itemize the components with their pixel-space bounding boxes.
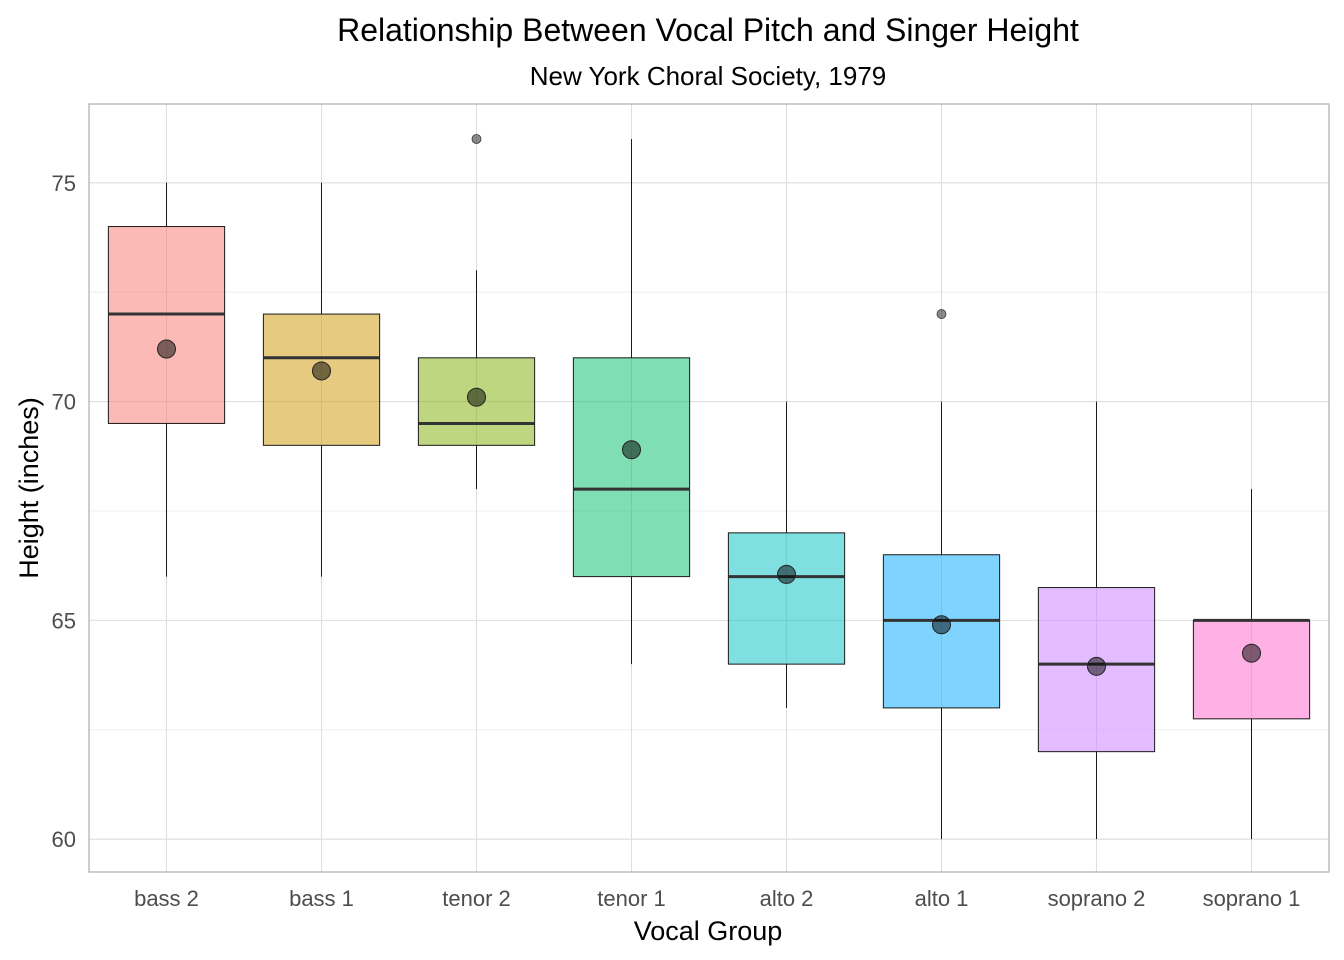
boxes-group bbox=[107, 134, 1311, 840]
x-axis-title: Vocal Group bbox=[634, 916, 783, 946]
y-axis-ticks: 60 65 70 75 bbox=[52, 171, 76, 852]
x-tick-label: bass 2 bbox=[134, 886, 199, 911]
box-alto-1 bbox=[882, 309, 1001, 840]
x-tick-label: alto 2 bbox=[760, 886, 814, 911]
box-soprano-1 bbox=[1192, 489, 1311, 840]
box-tenor-1 bbox=[572, 139, 691, 665]
mean-point bbox=[1087, 656, 1106, 676]
plot-panel-border bbox=[88, 103, 1330, 873]
mean-point bbox=[777, 564, 796, 584]
grid-lines bbox=[89, 104, 1329, 872]
box-tenor-2 bbox=[417, 134, 536, 490]
box-alto-2 bbox=[727, 401, 846, 708]
x-tick-label: tenor 2 bbox=[442, 886, 511, 911]
x-tick-label: soprano 2 bbox=[1048, 886, 1146, 911]
y-axis-title: Height (inches) bbox=[14, 397, 44, 579]
box-bass-1 bbox=[262, 182, 381, 577]
box-soprano-2 bbox=[1037, 401, 1156, 840]
x-tick-label: tenor 1 bbox=[597, 886, 666, 911]
mean-point bbox=[467, 387, 486, 407]
x-axis-ticks: bass 2 bass 1 tenor 2 tenor 1 alto 2 alto 1 so… bbox=[134, 886, 1300, 911]
x-tick-label: alto 1 bbox=[915, 886, 969, 911]
mean-point bbox=[622, 440, 641, 460]
mean-point bbox=[312, 361, 331, 381]
x-tick-label: bass 1 bbox=[289, 886, 354, 911]
chart-title: Relationship Between Vocal Pitch and Sin… bbox=[337, 12, 1079, 48]
outlier-point bbox=[471, 134, 482, 144]
chart-subtitle: New York Choral Society, 1979 bbox=[530, 61, 887, 91]
x-tick-label: soprano 1 bbox=[1203, 886, 1301, 911]
box-bass-2 bbox=[107, 182, 226, 577]
iqr-box bbox=[572, 357, 691, 578]
y-tick-label: 75 bbox=[52, 171, 76, 196]
mean-point bbox=[1242, 643, 1261, 663]
y-tick-label: 65 bbox=[52, 608, 76, 633]
iqr-box bbox=[727, 532, 846, 665]
mean-point bbox=[157, 339, 176, 359]
outlier-point bbox=[936, 309, 947, 319]
mean-point bbox=[932, 615, 951, 635]
iqr-box bbox=[1192, 619, 1311, 720]
iqr-box bbox=[107, 226, 226, 424]
y-tick-label: 70 bbox=[52, 390, 76, 415]
y-tick-label: 60 bbox=[52, 827, 76, 852]
